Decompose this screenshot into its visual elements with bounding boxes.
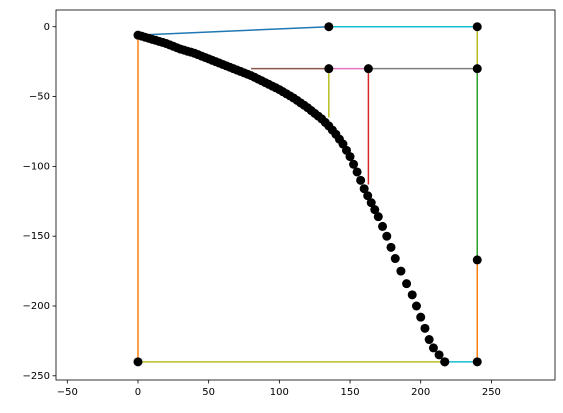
data-point [349,159,359,169]
data-point [416,312,426,322]
data-point [133,357,143,367]
data-point [472,22,482,32]
y-tick-label: 0 [44,22,50,33]
y-tick-label: −100 [23,161,50,172]
data-point [472,357,482,367]
data-point [324,64,334,74]
data-point [359,184,369,194]
data-point [434,350,444,360]
x-tick-label: 0 [135,387,141,398]
data-point [324,22,334,32]
data-point [378,221,388,231]
data-point [472,64,482,74]
data-point [366,198,376,208]
data-point [370,205,380,215]
plot-area [56,10,555,380]
x-tick-label: 200 [411,387,430,398]
data-point [386,242,396,252]
data-point [390,254,400,264]
y-tick-label: −150 [23,231,50,242]
y-tick-label: −250 [23,371,50,382]
x-tick-label: −50 [57,387,78,398]
x-tick-label: 250 [482,387,501,398]
data-point [363,191,373,201]
y-tick-label: −50 [29,92,50,103]
x-tick-label: 50 [202,387,215,398]
data-point [382,231,392,241]
x-tick-label: 150 [340,387,359,398]
data-point [402,279,412,289]
data-point [345,152,355,162]
axes-frame [55,9,556,381]
data-point [420,323,430,333]
data-point [396,266,406,276]
data-point [363,64,373,74]
y-tick-label: −200 [23,301,50,312]
data-point [440,357,450,367]
data-point [411,301,421,311]
data-point [407,290,417,300]
data-point [352,167,362,177]
data-point [428,343,438,353]
plot-layer [133,22,482,367]
data-point [356,175,366,185]
data-point [472,255,482,265]
x-tick-label: 100 [270,387,289,398]
line-segment [137,26,329,36]
data-point [373,212,383,222]
data-point [424,335,434,345]
